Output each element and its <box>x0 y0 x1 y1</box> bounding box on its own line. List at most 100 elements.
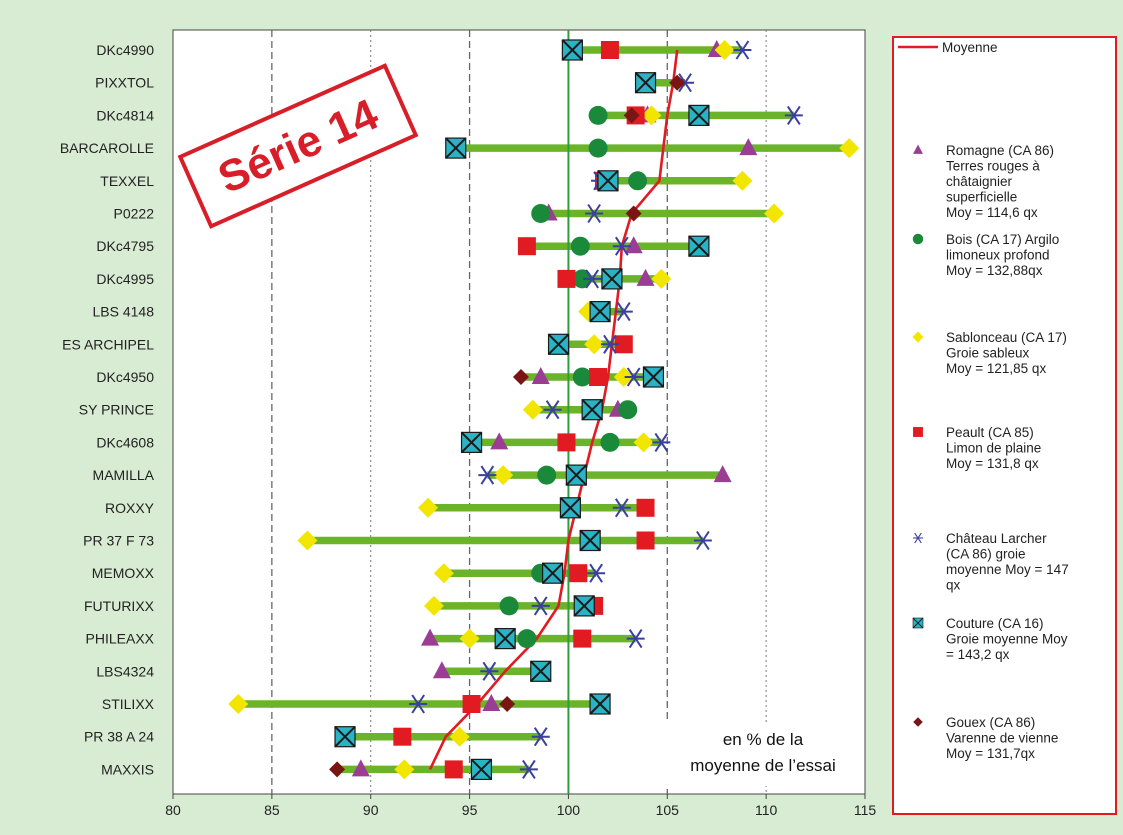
variety-label: DKc4995 <box>96 271 154 287</box>
x-tick-label: 105 <box>656 802 680 818</box>
legend-marker-0 <box>913 144 923 154</box>
stamp-border <box>177 63 419 229</box>
point-star-5 <box>585 203 604 224</box>
point-diamond-17 <box>423 595 444 616</box>
point-xsquare-16 <box>541 562 564 584</box>
legend-entry-text: Moy = 121,85 qx <box>946 361 1046 376</box>
point-star-18-stroke <box>628 629 643 649</box>
x-tick-label: 80 <box>165 802 181 818</box>
point-xsquare-4-cross <box>597 170 619 192</box>
point-diamond-14 <box>418 497 439 518</box>
point-square-9 <box>614 335 633 354</box>
point-star-7-stroke <box>585 269 599 289</box>
point-xsquare-3-cross <box>445 137 467 159</box>
point-square-0 <box>600 41 619 59</box>
point-triangle-22 <box>351 759 370 777</box>
point-xsquare-22-cross <box>470 758 493 781</box>
point-xsquare-17 <box>573 595 595 617</box>
legend-marker-shape <box>913 144 923 154</box>
point-diamond-18 <box>459 628 480 649</box>
point-star-13-stroke <box>480 465 495 485</box>
point-square-6 <box>517 237 536 256</box>
point-star-14 <box>612 498 631 518</box>
point-star-0 <box>733 40 752 60</box>
legend-label-moyenne: Moyenne <box>942 40 998 55</box>
point-star-10 <box>624 367 643 387</box>
point-xsquare-10-cross <box>642 366 665 388</box>
point-triangle-20 <box>482 694 501 711</box>
variety-label: DKc4950 <box>96 369 154 385</box>
point-xsquare-9-cross <box>547 333 570 356</box>
point-xsquare-12 <box>460 431 483 454</box>
point-smalldiamond-5 <box>625 205 642 222</box>
variety-label: DKc4990 <box>96 42 154 58</box>
variety-label: LBS 4148 <box>93 304 155 320</box>
point-diamond-10 <box>613 367 634 387</box>
point-star-22-stroke <box>522 759 536 779</box>
point-xsquare-13 <box>565 464 588 486</box>
legend-marker-2 <box>912 331 924 343</box>
legend-entry-text: Limon de plaine <box>946 441 1041 456</box>
point-star-2-stroke <box>786 105 801 125</box>
variety-label: DKc4608 <box>96 434 154 450</box>
point-diamond-12 <box>633 432 654 453</box>
point-xsquare-11 <box>581 398 603 421</box>
point-star-10-stroke <box>626 367 641 387</box>
point-square-20 <box>462 695 481 713</box>
point-circle-13 <box>537 465 557 485</box>
legend-entry-text: Moy = 132,88qx <box>946 263 1043 278</box>
point-diamond-13 <box>493 465 514 486</box>
variety-label: PR 38 A 24 <box>84 729 154 745</box>
variety-label: MAMILLA <box>93 467 155 483</box>
point-diamond-16 <box>433 563 454 584</box>
point-diamond-5 <box>764 203 785 224</box>
legend-entry-text: limoneux profond <box>946 248 1050 263</box>
point-xsquare-0-cross <box>561 39 584 61</box>
point-triangle-7 <box>636 268 655 286</box>
point-xsquare-10 <box>642 366 665 388</box>
point-xsquare-12-cross <box>460 431 483 454</box>
point-star-22 <box>519 759 538 779</box>
point-diamond-0 <box>714 40 735 60</box>
point-star-20-stroke <box>411 694 425 714</box>
point-diamond-21 <box>449 726 470 747</box>
point-star-19 <box>480 661 499 681</box>
point-square-18 <box>573 629 592 648</box>
point-xsquare-6 <box>688 235 710 257</box>
legend-marker-shape <box>912 617 924 629</box>
variety-label: BARCAROLLE <box>60 140 154 156</box>
point-star-16-stroke <box>589 563 603 583</box>
point-xsquare-9 <box>547 333 570 356</box>
point-square-7 <box>557 269 576 288</box>
variety-label: STILIXX <box>102 696 155 712</box>
legend-entry-text: Varenne de vienne <box>946 731 1058 746</box>
point-diamond-7 <box>651 268 672 289</box>
x-tick-label: 110 <box>755 802 778 818</box>
legend-marker-shape <box>912 331 924 343</box>
legend-marker-1 <box>912 233 924 245</box>
point-xsquare-7-cross <box>601 268 623 290</box>
x-tick-label: 90 <box>363 802 379 818</box>
legend-entry-text: qx <box>946 578 961 593</box>
point-diamond-9 <box>584 334 605 355</box>
point-circle-18 <box>517 629 537 649</box>
point-star-18 <box>626 629 645 649</box>
legend-entry-text: Peault (CA 85) <box>946 425 1034 440</box>
legend-entry-text: Groie sableux <box>946 346 1030 361</box>
variety-label: PIXXTOL <box>95 75 154 91</box>
legend-entry-text: Moy = 114,6 qx <box>946 205 1038 220</box>
point-xsquare-2 <box>688 104 710 127</box>
point-triangle-3 <box>739 138 758 156</box>
point-star-19-stroke <box>482 661 497 681</box>
point-diamond-15 <box>297 530 318 551</box>
x-tick-label: 95 <box>462 802 478 818</box>
variety-label: ES ARCHIPEL <box>62 336 154 352</box>
point-triangle-6 <box>624 236 643 254</box>
legend-marker-4 <box>913 532 923 544</box>
legend-entry-text: Château Larcher <box>946 531 1047 546</box>
variety-label: PR 37 F 73 <box>83 533 154 549</box>
annotation-box <box>664 722 863 786</box>
point-circle-4 <box>628 171 648 191</box>
x-tick-label: 100 <box>557 802 581 818</box>
